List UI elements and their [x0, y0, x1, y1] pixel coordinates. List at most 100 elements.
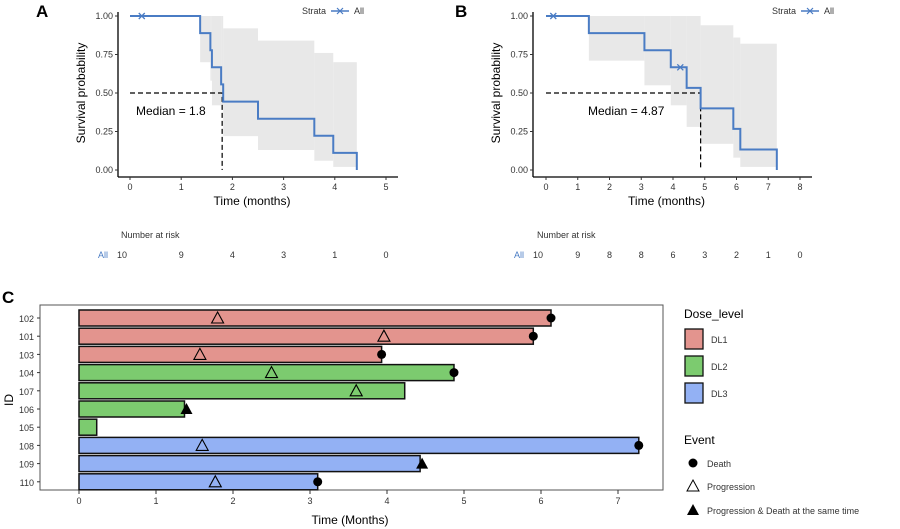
legend-dose-entry: DL1: [711, 335, 728, 345]
confidence-band: [258, 40, 315, 150]
y-tick-label: 102: [19, 314, 34, 324]
confidence-band: [200, 16, 211, 63]
y-tick-label: 0.75: [510, 50, 528, 60]
bar-108: [78, 436, 640, 455]
risk-count: 0: [383, 250, 388, 260]
bar-103: [78, 345, 383, 364]
legend-entry: All: [354, 6, 364, 16]
censor-mark: [549, 12, 557, 20]
km-panel-a: A 0.00 0.25 0.50 0.75 1.00 0 1 2 3 4 5 Time (months)…: [36, 2, 398, 260]
x-tick-label: 2: [607, 182, 612, 192]
risk-count: 8: [639, 250, 644, 260]
confidence-band: [670, 16, 687, 106]
death-marker: [313, 477, 323, 487]
confidence-band: [588, 16, 645, 61]
x-axis-title: Time (Months): [312, 513, 389, 527]
y-tick-label: 105: [19, 423, 34, 433]
legend-event-entry: Progression & Death at the same time: [707, 506, 859, 516]
progression-marker: [195, 438, 210, 451]
legend-title: Strata: [772, 6, 796, 16]
survival-curve: [130, 15, 358, 170]
risk-count: 6: [670, 250, 675, 260]
legend-censor-icon: [806, 7, 814, 15]
panel-label: A: [36, 2, 48, 21]
x-tick-label: 5: [383, 182, 388, 192]
legend-swatch-dl2: [684, 355, 704, 377]
legend-event-entry: Death: [707, 459, 731, 469]
y-tick-label: 104: [19, 369, 34, 379]
km-panel-b: B 0.00 0.25 0.50 0.75 1.00 0 1 2 3 4 5 6 7 8 Time (mont…: [455, 2, 834, 260]
death-marker: [377, 349, 387, 359]
progression-marker: [192, 347, 207, 360]
risk-strata-label: All: [514, 250, 524, 260]
confidence-band: [223, 28, 258, 137]
bar-104: [78, 363, 455, 382]
bar-107: [78, 382, 406, 400]
x-tick-label: 0: [543, 182, 548, 192]
y-tick-label: 106: [19, 405, 34, 415]
death-marker: [634, 440, 644, 450]
y-axis-title: Survival probability: [74, 43, 88, 144]
x-tick-label: 4: [384, 496, 389, 506]
legend-swatch-dl3: [684, 382, 704, 404]
y-tick-label: 0.25: [510, 127, 528, 137]
legend-swatch-dl1: [684, 328, 704, 350]
x-tick-label: 7: [615, 496, 620, 506]
x-tick-label: 2: [230, 182, 235, 192]
bar-101: [78, 327, 535, 345]
median-line: [130, 92, 223, 170]
median-label: Median = 4.87: [588, 104, 665, 118]
y-tick-label: 1.00: [95, 11, 113, 21]
x-axis-title: Time (months): [628, 194, 705, 208]
risk-count: 9: [575, 250, 580, 260]
y-tick-label: 108: [19, 441, 34, 451]
legend-event-title: Event: [684, 433, 715, 447]
risk-count: 10: [533, 250, 543, 260]
y-tick-label: 0.50: [95, 88, 113, 98]
legend-progression-death-icon: [687, 504, 699, 515]
progression-marker: [376, 329, 391, 342]
risk-table-title: Number at risk: [537, 230, 596, 240]
confidence-band: [221, 16, 224, 106]
risk-count: 1: [332, 250, 337, 260]
y-tick-label: 109: [19, 460, 34, 470]
legend-dose-entry: DL3: [711, 389, 728, 399]
panel-label: C: [2, 288, 14, 307]
death-marker: [449, 368, 459, 378]
progression-marker: [349, 383, 364, 397]
legend-dose-title: Dose_level: [684, 307, 743, 321]
bar-110: [78, 473, 319, 491]
progression-marker: [208, 474, 223, 488]
progression-death-marker: [180, 403, 193, 414]
bar-106: [78, 400, 186, 418]
x-tick-label: 6: [734, 182, 739, 192]
x-tick-label: 5: [702, 182, 707, 192]
x-tick-label: 3: [307, 496, 312, 506]
legend-progression-icon: [686, 478, 700, 492]
y-tick-label: 0.50: [510, 88, 528, 98]
legend-censor-icon: [336, 7, 344, 15]
legend-title: Strata: [302, 6, 326, 16]
death-marker: [546, 313, 556, 323]
x-tick-label: 3: [639, 182, 644, 192]
y-tick-label: 0.00: [510, 165, 528, 175]
risk-count: 3: [702, 250, 707, 260]
x-tick-label: 1: [179, 182, 184, 192]
x-tick-label: 1: [153, 496, 158, 506]
risk-table-title: Number at risk: [121, 230, 180, 240]
censor-mark: [138, 12, 146, 20]
risk-count: 10: [117, 250, 127, 260]
risk-count: 2: [734, 250, 739, 260]
survival-curve: [546, 15, 778, 170]
x-tick-label: 3: [281, 182, 286, 192]
confidence-band: [740, 43, 777, 167]
confidence-band: [700, 25, 734, 144]
death-marker: [528, 331, 538, 341]
risk-count: 9: [179, 250, 184, 260]
confidence-band: [314, 52, 334, 161]
swimmer-panel: C 102 101 103 104 107 106 105 108 109 110 0 1 2 3 4 5 6 7 T…: [2, 288, 859, 527]
risk-count: 3: [281, 250, 286, 260]
confidence-band: [733, 37, 741, 158]
legend-event-entry: Progression: [707, 482, 755, 492]
